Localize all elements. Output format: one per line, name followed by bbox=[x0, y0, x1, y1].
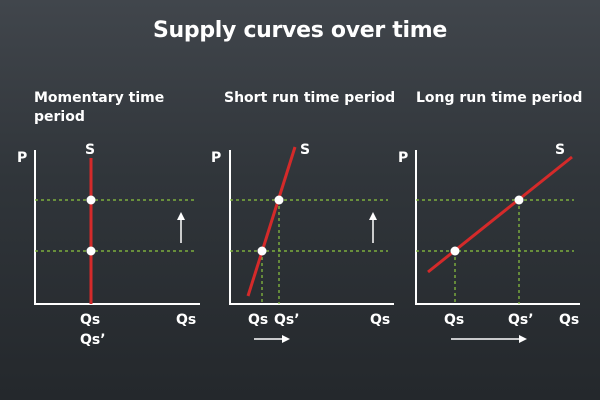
page-title: Supply curves over time bbox=[153, 18, 447, 43]
panel-long-run-title: Long run time period bbox=[416, 89, 582, 108]
supply-label: S bbox=[300, 142, 310, 158]
panel-momentary-title-line1: Momentary time bbox=[34, 90, 165, 106]
equilibrium-point-high bbox=[274, 195, 284, 205]
supply-curve bbox=[427, 155, 573, 274]
panel-long-run-title-line1: Long run time period bbox=[416, 90, 583, 106]
qs-prime-label: Qs’ bbox=[274, 312, 300, 328]
panel-short-run-title-line1: Short run time period bbox=[224, 90, 396, 106]
qs-label: Qs bbox=[80, 312, 100, 328]
panel-short-run: P S Qs Qs’ Qs bbox=[211, 142, 394, 343]
x-axis-label: Qs bbox=[370, 312, 390, 328]
equilibrium-point-high bbox=[514, 195, 524, 205]
qs-label: Qs bbox=[444, 312, 464, 328]
panel-long-run: P S Qs Qs’ Qs bbox=[398, 142, 580, 343]
equilibrium-point-low bbox=[450, 246, 460, 256]
supply-curve bbox=[246, 146, 297, 297]
x-axis-label: Qs bbox=[176, 312, 196, 328]
panel-momentary: P S Qs Qs’ Qs bbox=[17, 142, 200, 348]
equilibrium-point-low bbox=[257, 246, 267, 256]
supply-label: S bbox=[555, 142, 565, 158]
qs-prime-label: Qs’ bbox=[80, 332, 106, 348]
panel-momentary-title-line2: period bbox=[34, 109, 85, 125]
qs-prime-label: Qs’ bbox=[508, 312, 534, 328]
p-axis-label: P bbox=[211, 150, 221, 166]
p-axis-label: P bbox=[398, 150, 408, 166]
equilibrium-point-low bbox=[86, 246, 96, 256]
qs-label: Qs bbox=[248, 312, 268, 328]
p-axis-label: P bbox=[17, 150, 27, 166]
supply-label: S bbox=[85, 142, 95, 158]
panel-momentary-title: Momentary time period bbox=[34, 89, 164, 127]
x-axis-label: Qs bbox=[559, 312, 579, 328]
panel-short-run-title: Short run time period bbox=[224, 89, 395, 108]
equilibrium-point-high bbox=[86, 195, 96, 205]
